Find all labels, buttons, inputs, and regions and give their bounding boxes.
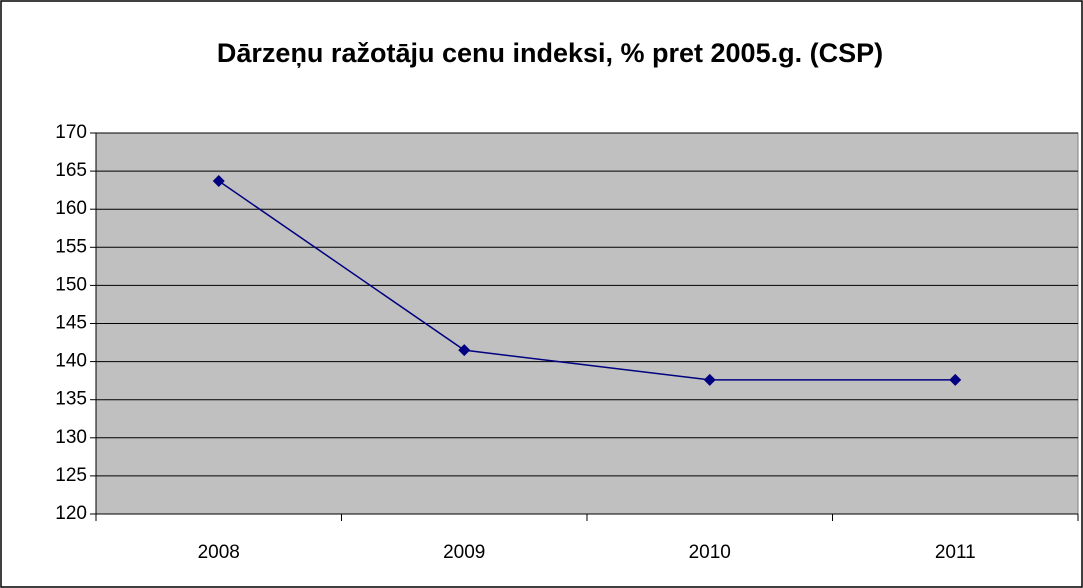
y-tick-label: 135 (55, 389, 87, 410)
data-point (949, 373, 962, 386)
y-tick-label: 160 (55, 198, 87, 219)
y-tick-label: 155 (55, 236, 87, 257)
y-tick-label: 130 (55, 427, 87, 448)
data-point (703, 373, 716, 386)
x-tick-label: 2008 (198, 542, 240, 563)
y-tick-label: 145 (55, 313, 87, 334)
x-tick-label: 2010 (689, 542, 731, 563)
series-line (218, 180, 956, 381)
y-tick-label: 150 (55, 274, 87, 295)
chart-title: Dārzeņu ražotāju cenu indeksi, % pret 20… (217, 38, 883, 68)
y-tick-label: 120 (55, 503, 87, 524)
data-point (212, 175, 225, 188)
y-tick-label: 170 (55, 122, 87, 143)
data-point (458, 344, 471, 357)
y-tick-label: 165 (55, 160, 87, 181)
y-tick-label: 140 (55, 351, 87, 372)
x-tick-label: 2009 (443, 542, 485, 563)
x-tick-label: 2011 (935, 542, 976, 563)
y-tick-label: 125 (55, 465, 87, 486)
